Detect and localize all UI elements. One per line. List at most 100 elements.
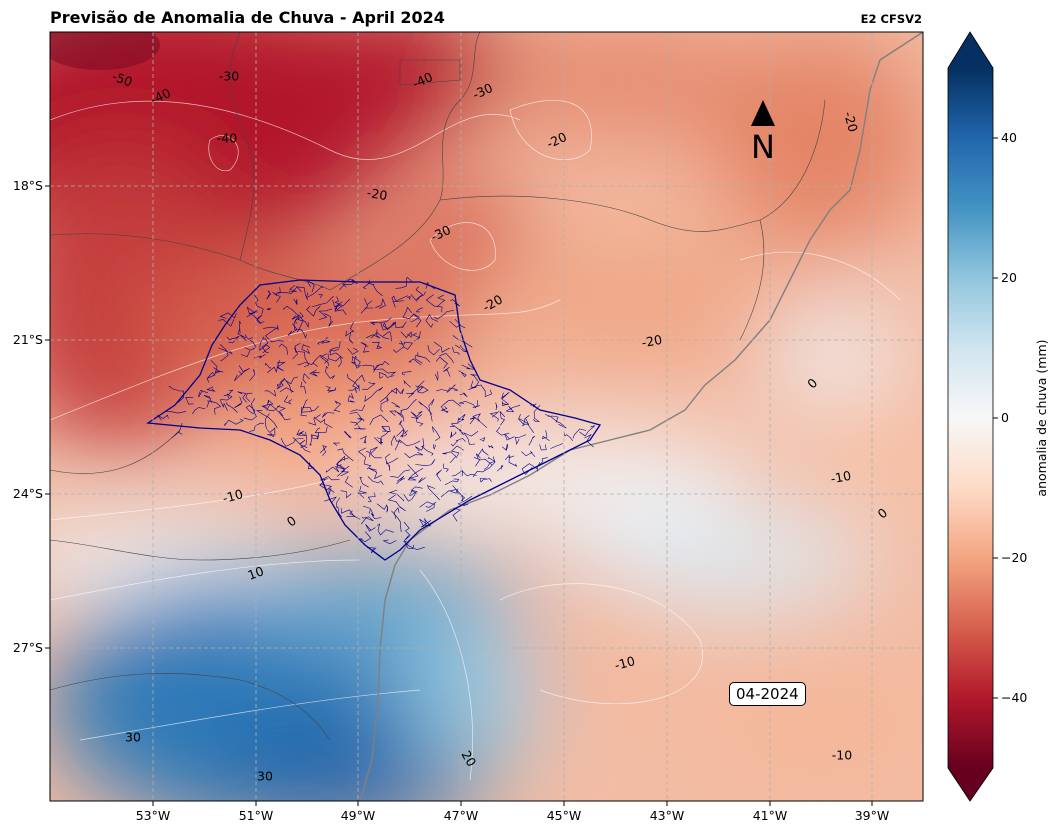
x-tick-label: 51°W <box>239 808 274 823</box>
municipal-boundary <box>314 426 328 434</box>
contour-label: -20 <box>640 332 663 350</box>
municipal-boundary <box>276 286 298 294</box>
municipal-boundary <box>380 321 395 331</box>
municipal-boundary <box>518 413 525 427</box>
municipal-boundary <box>542 430 550 442</box>
municipal-boundary <box>220 393 233 401</box>
municipal-boundary <box>380 397 389 412</box>
x-tick-labels: 53°W 51°W 49°W 47°W 45°W 43°W 41°W 39°W <box>136 808 890 823</box>
municipal-boundary <box>379 387 397 403</box>
municipal-boundary <box>396 411 405 422</box>
municipal-boundary <box>442 451 457 463</box>
municipal-boundary <box>386 461 391 471</box>
municipal-boundary <box>572 428 587 439</box>
municipal-boundary <box>164 411 186 414</box>
municipal-boundary <box>407 468 424 481</box>
municipal-boundary <box>332 442 340 446</box>
municipal-boundary <box>362 505 371 514</box>
municipal-boundary <box>259 336 271 354</box>
municipal-boundary <box>473 457 493 466</box>
x-tick-label: 45°W <box>547 808 582 823</box>
municipal-boundary <box>398 420 404 438</box>
municipal-boundary <box>458 370 467 378</box>
municipal-boundary <box>312 354 329 367</box>
municipal-boundary <box>300 381 307 394</box>
municipal-boundary <box>292 437 306 445</box>
municipal-boundary <box>410 286 423 301</box>
municipal-boundary <box>434 371 439 381</box>
municipal-boundary <box>391 295 409 302</box>
municipal-boundary <box>410 313 422 328</box>
municipal-boundary <box>428 398 435 422</box>
municipal-boundary <box>478 448 489 457</box>
municipal-boundary <box>479 436 486 442</box>
contour-label: -30 <box>219 69 239 84</box>
municipal-boundary <box>333 400 342 412</box>
municipal-boundary <box>415 380 425 393</box>
municipal-boundary <box>403 490 417 502</box>
municipal-boundary <box>243 397 257 421</box>
contour-label: 20 <box>458 748 479 769</box>
municipal-boundary <box>422 519 432 527</box>
municipal-boundary <box>342 278 358 288</box>
municipal-boundary <box>417 352 430 363</box>
municipal-boundary <box>300 406 308 417</box>
municipal-boundary <box>249 312 265 324</box>
colorbar-tick-label: −40 <box>1001 690 1027 705</box>
municipal-boundary <box>433 310 454 320</box>
state-borders <box>50 32 826 741</box>
municipal-boundary <box>254 294 264 315</box>
municipal-boundary <box>458 401 477 409</box>
contour-label: -10 <box>832 748 852 763</box>
municipal-boundary <box>451 469 463 477</box>
municipal-boundary <box>277 405 286 417</box>
municipal-boundary <box>394 439 421 451</box>
municipal-boundary <box>279 387 295 393</box>
municipal-boundary <box>446 387 459 393</box>
municipal-boundary <box>391 510 402 532</box>
municipal-boundary <box>293 298 298 305</box>
municipal-boundary <box>213 370 224 376</box>
municipal-boundary <box>245 392 253 402</box>
municipal-boundary <box>245 405 256 415</box>
municipal-boundary <box>373 360 390 373</box>
municipal-boundary <box>360 516 374 525</box>
municipal-boundary <box>359 435 367 444</box>
municipal-boundary <box>364 387 384 402</box>
municipal-boundary <box>436 294 446 307</box>
municipal-boundary <box>264 327 285 343</box>
municipal-boundary <box>249 369 256 381</box>
y-tick-label: 24°S <box>13 486 43 501</box>
municipal-boundary <box>367 476 384 485</box>
municipal-boundary <box>267 360 280 374</box>
municipal-boundary <box>365 329 381 339</box>
municipal-boundary <box>253 354 266 359</box>
contour-lines <box>50 100 901 781</box>
municipal-boundary <box>392 321 407 329</box>
y-tick-label: 27°S <box>13 640 43 655</box>
municipal-boundary <box>418 401 433 415</box>
y-tick-label: 21°S <box>13 332 43 347</box>
municipal-boundary <box>313 416 333 428</box>
municipal-boundary <box>266 308 272 311</box>
contour-label: 10 <box>246 563 266 583</box>
colorbar-label: anomalia de chuva (mm) <box>1034 339 1049 496</box>
municipal-boundary <box>306 285 324 299</box>
municipal-boundary <box>336 455 346 470</box>
municipal-boundary <box>312 295 334 308</box>
municipal-boundary <box>328 340 341 353</box>
municipal-boundary <box>450 431 457 439</box>
municipal-boundary <box>414 355 423 364</box>
contour-label: -20 <box>366 185 389 203</box>
colorbar-min-extension <box>948 768 993 801</box>
municipal-boundary <box>351 356 361 367</box>
anomaly-field: -50-40-30 -40-40-30-20-20-20-30-20-200-10… <box>50 32 923 801</box>
municipal-boundary <box>382 539 397 545</box>
municipal-boundary <box>264 389 277 397</box>
municipal-boundary <box>306 279 315 293</box>
municipal-boundary <box>349 321 355 333</box>
municipal-boundary <box>400 398 417 415</box>
municipal-boundary <box>323 313 334 327</box>
contour-label: -10 <box>221 486 245 506</box>
municipal-boundary <box>210 360 221 374</box>
